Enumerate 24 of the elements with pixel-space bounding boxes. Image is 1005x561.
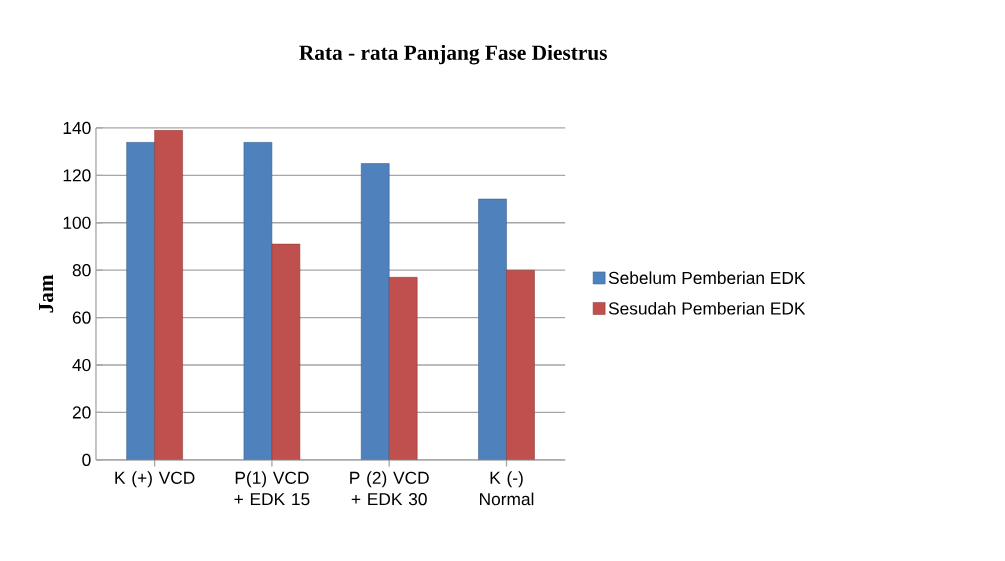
y-tick-label: 20 <box>72 406 91 419</box>
y-tick-label: 80 <box>72 263 91 277</box>
bar <box>243 141 273 460</box>
y-axis-title: Jam <box>39 274 54 313</box>
bar <box>388 276 418 460</box>
bar <box>126 141 155 460</box>
x-tick-label: P(1) VCD + EDK 15 <box>234 471 310 506</box>
bar <box>154 129 183 460</box>
y-tick-label: 100 <box>63 216 91 229</box>
x-tick-label: K (-) Normal <box>480 471 534 506</box>
legend-label: Sebelum Pemberian EDK <box>608 271 806 285</box>
bar <box>271 243 301 460</box>
y-tick-label: 40 <box>72 358 91 372</box>
bar <box>506 269 535 460</box>
y-tick-label: 60 <box>72 311 91 324</box>
y-tick-label: 0 <box>82 453 91 466</box>
y-tick-label: 120 <box>63 169 91 182</box>
x-tick-label: K (+) VCD <box>115 471 195 488</box>
chart-title: Rata - rata Panjang Fase Diestrus <box>299 44 607 65</box>
bar <box>478 198 507 460</box>
bar <box>360 163 390 460</box>
legend-label: Sesudah Pemberian EDK <box>608 301 806 315</box>
x-tick-label: P (2) VCD + EDK 30 <box>350 471 429 506</box>
y-tick-label: 140 <box>63 121 91 135</box>
